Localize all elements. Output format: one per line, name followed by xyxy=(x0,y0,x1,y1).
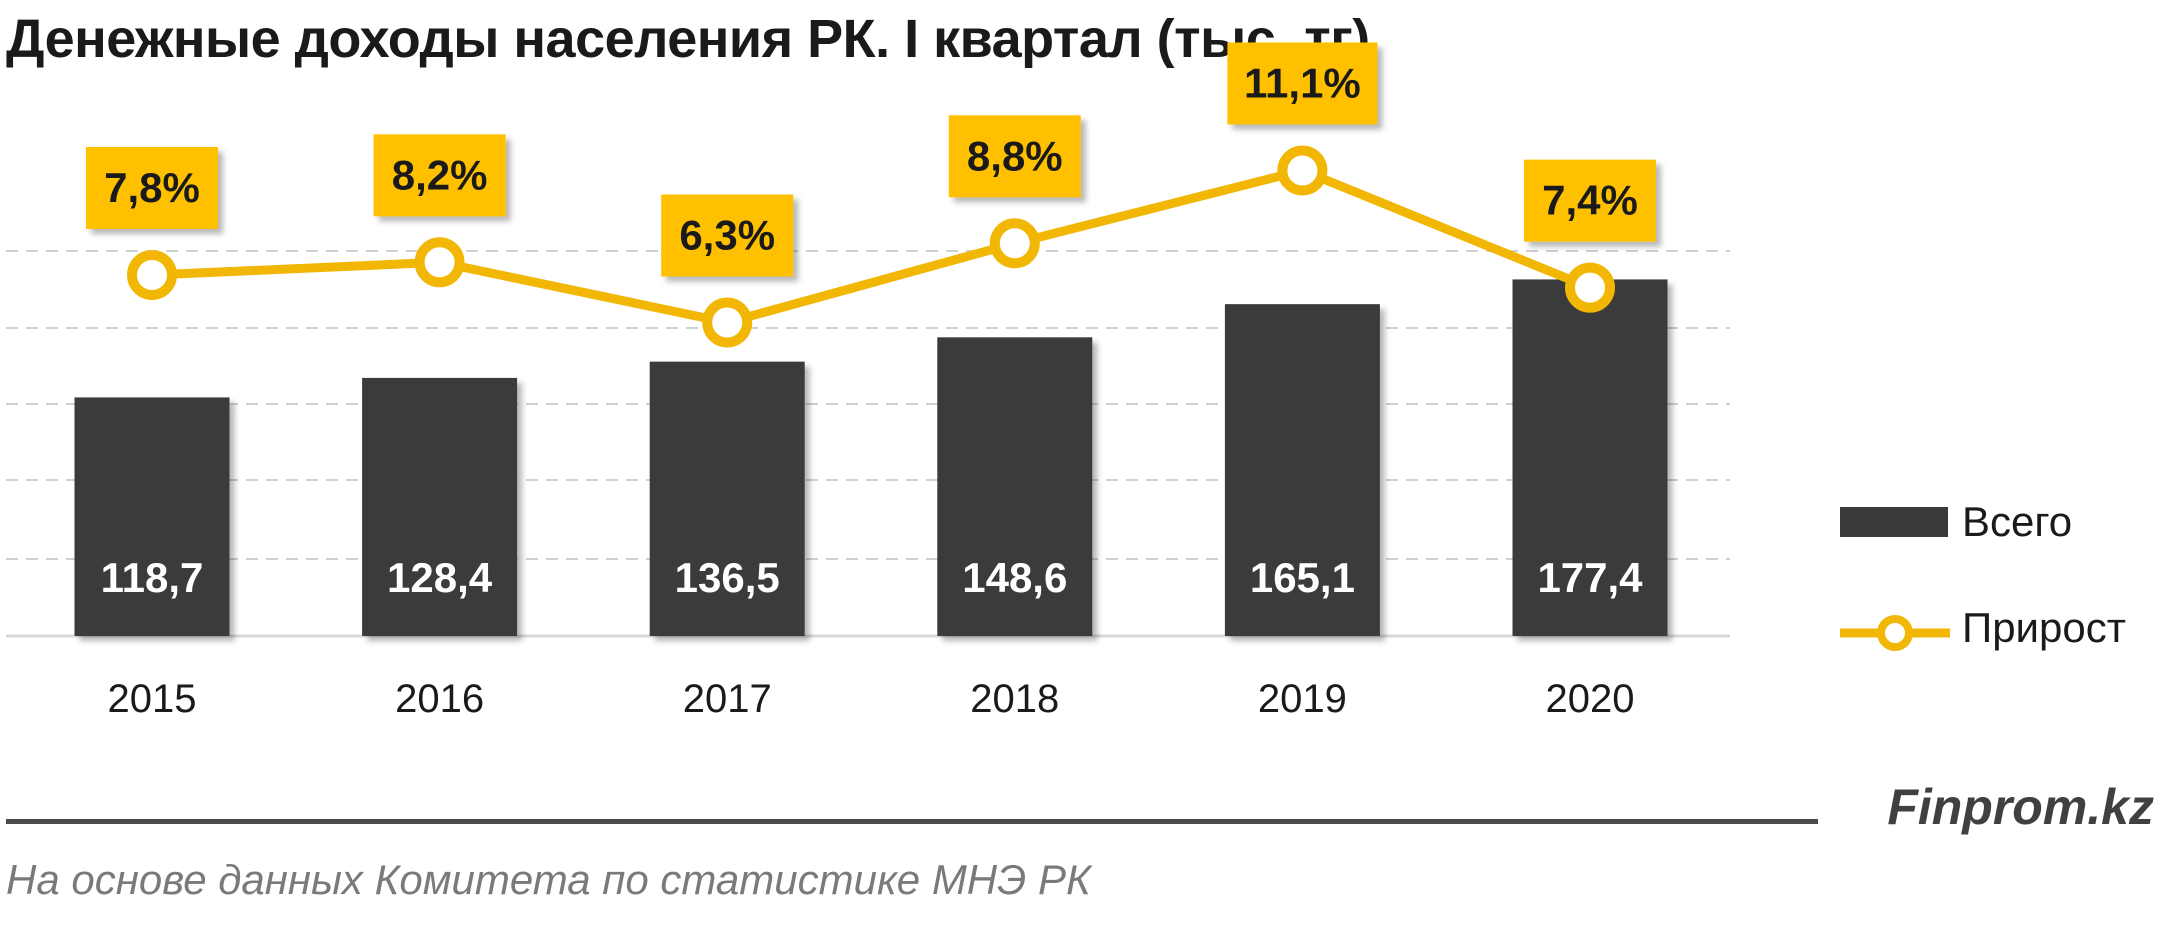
legend-label-growth: Прирост xyxy=(1962,604,2126,651)
x-tick-label: 2020 xyxy=(1546,677,1635,721)
growth-point xyxy=(989,218,1040,269)
divider-line xyxy=(6,819,1818,824)
legend-bar-swatch xyxy=(1840,507,1948,537)
growth-label-box xyxy=(86,146,218,229)
bar-value-label: 136,5 xyxy=(675,554,780,601)
legend-point-swatch xyxy=(1877,615,1913,651)
growth-value-label: 7,8% xyxy=(104,164,200,211)
growth-value-label: 8,2% xyxy=(392,151,488,198)
bar xyxy=(74,397,230,636)
growth-value-label: 11,1% xyxy=(1244,59,1361,106)
x-tick-label: 2017 xyxy=(683,677,772,721)
growth-value-label: 8,8% xyxy=(967,132,1063,179)
growth-point xyxy=(1277,145,1328,196)
growth-point xyxy=(414,237,465,288)
chart-title: Денежные доходы населения РК. I квартал … xyxy=(6,9,1370,69)
growth-value-label: 6,3% xyxy=(679,211,775,258)
bar-value-label: 177,4 xyxy=(1537,554,1643,601)
bar xyxy=(1224,304,1380,636)
growth-value-label: 7,4% xyxy=(1542,177,1638,224)
bar-value-label: 128,4 xyxy=(387,554,493,601)
growth-label-box xyxy=(1524,159,1656,242)
growth-label-box xyxy=(1227,42,1378,125)
bar xyxy=(1512,279,1668,636)
growth-label-box xyxy=(373,134,506,217)
x-tick-label: 2016 xyxy=(395,677,484,721)
source-note: На основе данных Комитета по статистике … xyxy=(6,856,1091,903)
growth-point xyxy=(702,297,753,348)
legend-label-total: Всего xyxy=(1962,498,2072,545)
brand-logo-text: Finprom.kz xyxy=(1887,779,2154,835)
growth-line xyxy=(151,165,1592,327)
growth-label-box xyxy=(661,194,794,277)
bar xyxy=(937,337,1093,636)
growth-point xyxy=(1565,262,1615,313)
bar xyxy=(362,377,518,636)
bar-value-label: 148,6 xyxy=(962,554,1067,601)
bar-value-label: 118,7 xyxy=(101,554,204,601)
chart: 118,7 2015 128,4 2016 136,5 2017 148,6 2018 165,… xyxy=(6,42,2126,721)
bar-value-label: 165,1 xyxy=(1250,554,1355,601)
x-tick-label: 2015 xyxy=(108,677,197,721)
x-tick-label: 2019 xyxy=(1258,677,1347,721)
x-tick-label: 2018 xyxy=(970,677,1059,721)
growth-point xyxy=(127,249,177,300)
growth-label-box xyxy=(948,115,1081,198)
bar xyxy=(649,361,805,636)
